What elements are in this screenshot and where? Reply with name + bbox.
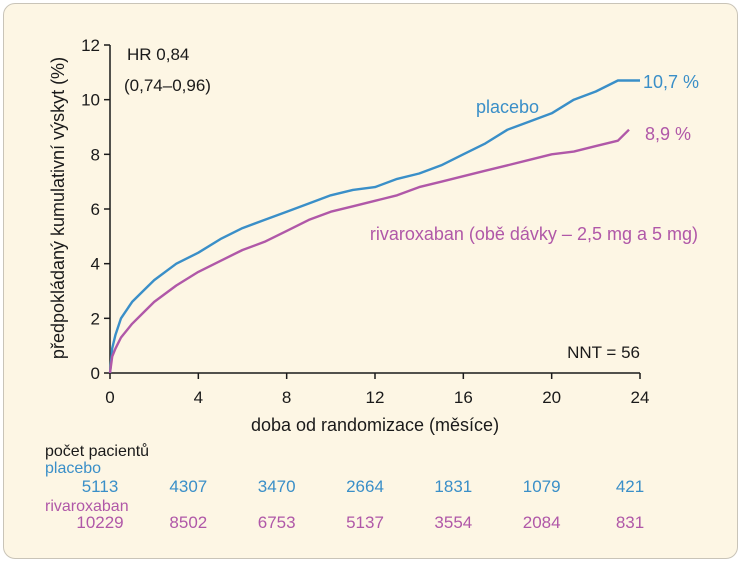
x-tick-label: 24 bbox=[631, 388, 650, 407]
axes bbox=[104, 44, 641, 379]
x-tick-label: 16 bbox=[454, 388, 473, 407]
series-line-1 bbox=[108, 128, 630, 374]
patient-count: 10229 bbox=[76, 513, 123, 532]
patient-count: 2664 bbox=[346, 477, 384, 496]
x-tick-label: 4 bbox=[194, 388, 203, 407]
patient-count: 1079 bbox=[523, 477, 561, 496]
patient-count: 5137 bbox=[346, 513, 384, 532]
y-tick-label: 6 bbox=[91, 200, 100, 219]
patient-count: 4307 bbox=[169, 477, 207, 496]
patients-table: 5113 4307 3470 2664 1831 1079 421 10229 8502 6753… bbox=[76, 477, 644, 532]
hr-label: HR 0,84 bbox=[127, 45, 189, 64]
patient-count: 8502 bbox=[169, 513, 207, 532]
x-axis-label: doba od randomizace (měsíce) bbox=[251, 415, 499, 435]
patients-label-placebo: placebo bbox=[45, 460, 101, 477]
y-tick-label: 0 bbox=[91, 364, 100, 383]
patient-count: 6753 bbox=[258, 513, 296, 532]
series-lines bbox=[108, 79, 640, 374]
patient-count: 3554 bbox=[434, 513, 472, 532]
patient-count: 5113 bbox=[82, 477, 119, 496]
y-tick-label: 2 bbox=[91, 309, 100, 328]
x-tick-label: 8 bbox=[282, 388, 291, 407]
y-tick-label: 10 bbox=[81, 91, 100, 110]
patient-count: 1831 bbox=[434, 477, 472, 496]
y-axis-label: předpokládaný kumulativní výskyt (%) bbox=[48, 57, 68, 359]
end-label-rivaroxaban: 8,9 % bbox=[645, 124, 691, 144]
patient-count: 421 bbox=[616, 477, 644, 496]
series-line-0 bbox=[108, 79, 640, 374]
chart-panel bbox=[3, 3, 738, 559]
patient-count: 831 bbox=[616, 513, 644, 532]
x-tick-label: 0 bbox=[105, 388, 114, 407]
patient-count: 3470 bbox=[258, 477, 296, 496]
nnt-label: NNT = 56 bbox=[567, 343, 640, 362]
x-tick-label: 20 bbox=[542, 388, 561, 407]
hr-ci-label: (0,74–0,96) bbox=[124, 76, 211, 95]
legend-label-placebo: placebo bbox=[476, 97, 539, 117]
legend-label-rivaroxaban: rivaroxaban (obě dávky – 2,5 mg a 5 mg) bbox=[370, 224, 698, 244]
patients-header: počet pacientů bbox=[45, 442, 149, 460]
y-tick-label: 4 bbox=[91, 255, 100, 274]
y-tick-label: 8 bbox=[91, 145, 100, 164]
end-label-placebo: 10,7 % bbox=[643, 72, 699, 92]
patients-label-rivaroxaban: rivaroxaban bbox=[45, 498, 129, 515]
patient-count: 2084 bbox=[523, 513, 561, 532]
x-tick-label: 12 bbox=[366, 388, 385, 407]
y-tick-label: 12 bbox=[81, 36, 100, 55]
chart-labels: předpokládaný kumulativní výskyt (%) dob… bbox=[45, 45, 699, 515]
